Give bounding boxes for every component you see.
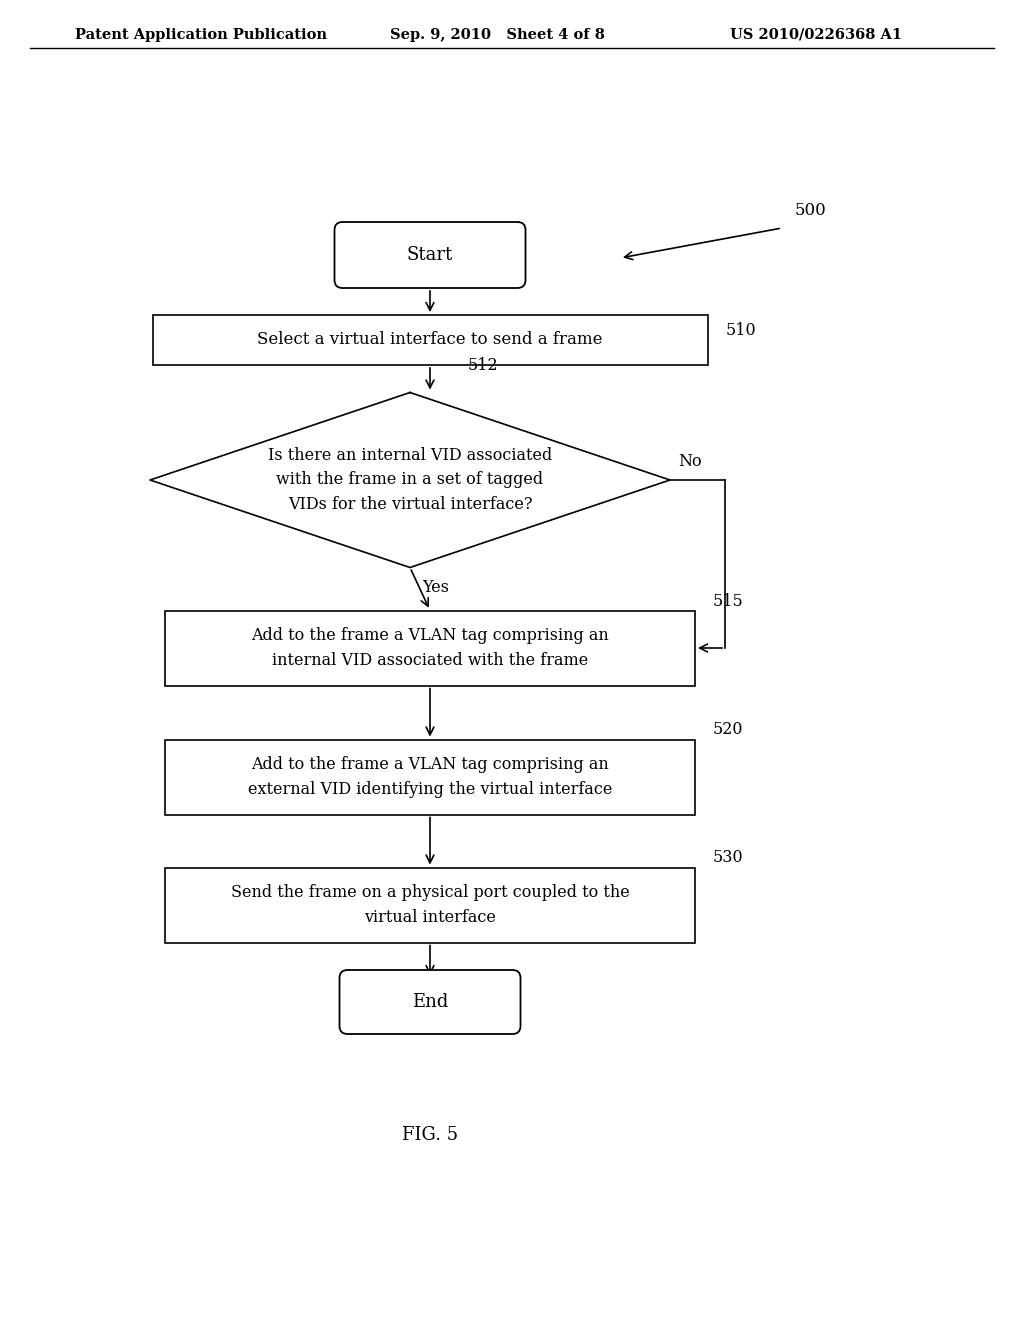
Text: Patent Application Publication: Patent Application Publication — [75, 28, 327, 42]
Bar — [165, 739, 695, 814]
Text: 530: 530 — [713, 850, 743, 866]
Text: 520: 520 — [713, 722, 743, 738]
FancyBboxPatch shape — [340, 970, 520, 1034]
Text: Add to the frame a VLAN tag comprising an
external VID identifying the virtual i: Add to the frame a VLAN tag comprising a… — [248, 756, 612, 797]
Bar — [165, 610, 695, 685]
Text: No: No — [678, 453, 701, 470]
Bar — [165, 867, 695, 942]
Text: Is there an internal VID associated
with the frame in a set of tagged
VIDs for t: Is there an internal VID associated with… — [268, 446, 552, 513]
Text: Start: Start — [407, 246, 454, 264]
Text: 500: 500 — [795, 202, 826, 219]
Text: 512: 512 — [468, 358, 499, 375]
Text: 515: 515 — [713, 593, 743, 610]
Text: Add to the frame a VLAN tag comprising an
internal VID associated with the frame: Add to the frame a VLAN tag comprising a… — [251, 627, 609, 669]
Text: End: End — [412, 993, 449, 1011]
Text: Send the frame on a physical port coupled to the
virtual interface: Send the frame on a physical port couple… — [230, 884, 630, 925]
Bar — [153, 315, 708, 366]
Text: US 2010/0226368 A1: US 2010/0226368 A1 — [730, 28, 902, 42]
Text: 510: 510 — [725, 322, 756, 339]
FancyBboxPatch shape — [335, 222, 525, 288]
Text: Sep. 9, 2010   Sheet 4 of 8: Sep. 9, 2010 Sheet 4 of 8 — [390, 28, 605, 42]
Text: FIG. 5: FIG. 5 — [402, 1126, 458, 1144]
Text: Yes: Yes — [422, 579, 449, 597]
Text: Select a virtual interface to send a frame: Select a virtual interface to send a fra… — [257, 331, 603, 348]
